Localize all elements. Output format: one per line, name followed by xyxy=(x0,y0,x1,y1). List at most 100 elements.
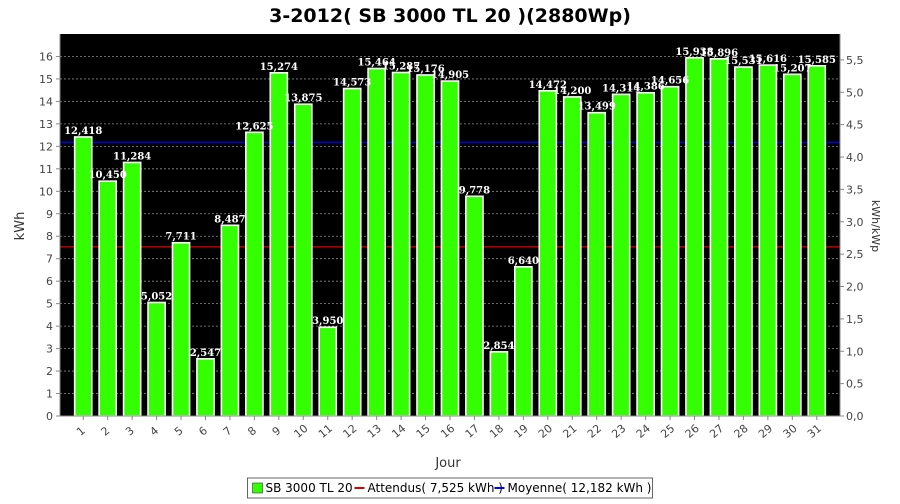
data-label: 14,472 xyxy=(529,80,567,91)
x-tick-label: 28 xyxy=(732,422,751,441)
x-tick-label: 19 xyxy=(512,422,531,441)
bar xyxy=(122,161,142,417)
data-label: 15,531 xyxy=(724,56,762,67)
bar xyxy=(245,131,264,417)
y-tick-label: 15 xyxy=(39,73,53,86)
x-tick-label: 29 xyxy=(756,422,775,441)
bar xyxy=(660,85,680,417)
y-tick-label: 3 xyxy=(46,343,53,356)
y2-tick-label: 0,5 xyxy=(846,378,864,391)
bar xyxy=(758,64,778,417)
bar xyxy=(685,57,704,417)
data-label: 15,287 xyxy=(382,61,420,72)
bar xyxy=(489,351,509,417)
data-label: 14,573 xyxy=(333,78,371,89)
x-tick-label: 15 xyxy=(414,422,433,441)
y-tick-label: 7 xyxy=(46,253,53,266)
y2-tick-label: 2,5 xyxy=(846,248,864,261)
x-tick-label: 20 xyxy=(536,422,555,441)
y-tick-label: 14 xyxy=(39,95,53,108)
data-label: 12,418 xyxy=(64,126,102,137)
y-tick-label: 5 xyxy=(46,298,53,311)
bar xyxy=(709,58,729,417)
x-tick-label: 26 xyxy=(683,422,702,441)
data-label: 2,547 xyxy=(190,348,221,359)
bar xyxy=(318,326,338,417)
data-label: 5,052 xyxy=(141,291,172,302)
data-label: 14,386 xyxy=(626,82,664,93)
x-tick-label: 24 xyxy=(634,422,653,441)
x-tick-label: 23 xyxy=(609,422,628,441)
x-tick-label: 5 xyxy=(172,424,186,438)
x-tick-label: 17 xyxy=(463,422,482,441)
legend-label: Attendus( 7,525 kWh ) xyxy=(368,481,503,495)
bar xyxy=(367,67,387,417)
y-axis-label: kWh xyxy=(13,212,28,241)
x-tick-label: 9 xyxy=(270,424,284,438)
bar xyxy=(98,180,118,417)
y-tick-label: 9 xyxy=(46,208,53,221)
y-tick-label: 1 xyxy=(46,388,53,401)
data-label: 9,778 xyxy=(459,185,490,196)
y-tick-label: 12 xyxy=(39,140,53,153)
y2-tick-label: 1,0 xyxy=(846,345,864,358)
bar xyxy=(587,111,607,417)
data-label: 12,625 xyxy=(235,121,273,132)
y2-tick-label: 2,0 xyxy=(846,281,864,294)
bar xyxy=(611,93,631,417)
x-tick-label: 16 xyxy=(438,422,457,441)
y2-tick-label: 1,5 xyxy=(846,313,864,326)
y2-tick-label: 4,5 xyxy=(846,119,864,132)
x-tick-label: 2 xyxy=(99,424,113,438)
bar xyxy=(734,66,753,417)
y-tick-label: 2 xyxy=(46,365,53,378)
data-label: 8,487 xyxy=(214,214,245,225)
data-label: 7,711 xyxy=(165,232,196,243)
bar xyxy=(538,90,558,417)
x-tick-label: 14 xyxy=(389,422,408,441)
y2-tick-label: 4,0 xyxy=(846,151,864,164)
bars xyxy=(73,57,827,417)
bar xyxy=(342,87,362,417)
data-label: 3,950 xyxy=(312,316,343,327)
y2-tick-label: 3,5 xyxy=(846,183,864,196)
x-axis: 1 2 3 4 5 6 7 8 9 10 11 12 13 14 15 16 17 18 19 20 21 22 23 24 2… xyxy=(60,415,840,441)
bar xyxy=(416,74,435,417)
x-tick-label: 4 xyxy=(147,424,161,438)
x-tick-label: 8 xyxy=(245,424,259,438)
bar xyxy=(562,96,582,417)
x-tick-label: 25 xyxy=(658,422,677,441)
x-tick-label: 30 xyxy=(781,422,800,441)
bar xyxy=(782,73,802,417)
bar xyxy=(293,103,313,417)
x-tick-label: 1 xyxy=(74,424,88,438)
chart-title: 3-2012( SB 3000 TL 20 )(2880Wp) xyxy=(269,5,631,27)
data-label: 6,640 xyxy=(508,256,539,267)
legend-label: SB 3000 TL 20 xyxy=(266,481,353,495)
bar xyxy=(147,301,166,417)
x-tick-label: 12 xyxy=(340,422,359,441)
y-tick-label: 16 xyxy=(39,50,53,63)
bar xyxy=(171,241,191,417)
data-label: 15,176 xyxy=(406,64,444,75)
data-label: 15,207 xyxy=(773,63,811,74)
x-tick-label: 6 xyxy=(196,424,210,438)
y2-tick-label: 0,0 xyxy=(846,410,864,423)
y2-tick-label: 5,5 xyxy=(846,54,864,67)
legend-box xyxy=(247,477,653,499)
data-label: 2,854 xyxy=(483,341,514,352)
data-label: 15,464 xyxy=(358,58,396,69)
legend-swatch xyxy=(252,482,263,494)
y-tick-label: 13 xyxy=(39,118,53,131)
data-label: 10,450 xyxy=(89,170,127,181)
y-tick-label: 6 xyxy=(46,275,53,288)
y2-tick-label: 3,0 xyxy=(846,216,864,229)
bar xyxy=(196,357,215,417)
y-tick-label: 0 xyxy=(46,410,53,423)
bar xyxy=(440,80,460,417)
data-label: 15,585 xyxy=(798,55,836,66)
x-tick-label: 31 xyxy=(805,422,824,441)
data-labels: 12,418 10,450 11,284 5,052 7,711 2,547 8,487 12… xyxy=(64,47,836,359)
x-tick-label: 18 xyxy=(487,422,506,441)
